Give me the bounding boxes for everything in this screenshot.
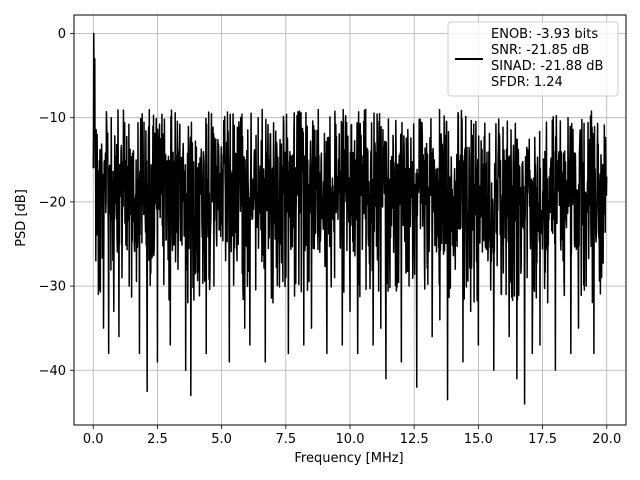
x-tick-label: 17.5: [528, 432, 557, 447]
axis-ticks: 0.0 2.5 5.0 7.5 10.0 12.5 15.0 17.5 20.0 0 −10 −20 −…: [39, 27, 622, 447]
y-tick-label: 0: [58, 27, 66, 42]
legend-snr: SNR: -21.85 dB: [491, 43, 589, 58]
x-axis-label: Frequency [MHz]: [294, 451, 403, 466]
x-tick-label: 5.0: [211, 432, 232, 447]
legend-box: [447, 21, 619, 97]
y-tick-label: −20: [39, 195, 66, 210]
legend-sfdr: SFDR: 1.24: [491, 75, 563, 90]
legend: ENOB: -3.93 bits SNR: -21.85 dB SINAD: -…: [447, 21, 619, 97]
legend-enob: ENOB: -3.93 bits: [491, 27, 598, 42]
x-tick-label: 15.0: [464, 432, 493, 447]
y-axis-label: PSD [dB]: [14, 189, 29, 247]
y-tick-label: −30: [39, 280, 66, 295]
psd-series-layer: [92, 32, 608, 405]
x-tick-label: 10.0: [336, 432, 365, 447]
x-tick-label: 0.0: [83, 432, 104, 447]
y-tick-label: −10: [39, 111, 66, 126]
x-tick-label: 2.5: [147, 432, 168, 447]
x-tick-label: 7.5: [275, 432, 296, 447]
x-tick-label: 20.0: [592, 432, 621, 447]
legend-sinad: SINAD: -21.88 dB: [491, 59, 603, 74]
psd-series-line: [92, 32, 608, 405]
y-tick-label: −40: [39, 364, 66, 379]
x-tick-label: 12.5: [400, 432, 429, 447]
